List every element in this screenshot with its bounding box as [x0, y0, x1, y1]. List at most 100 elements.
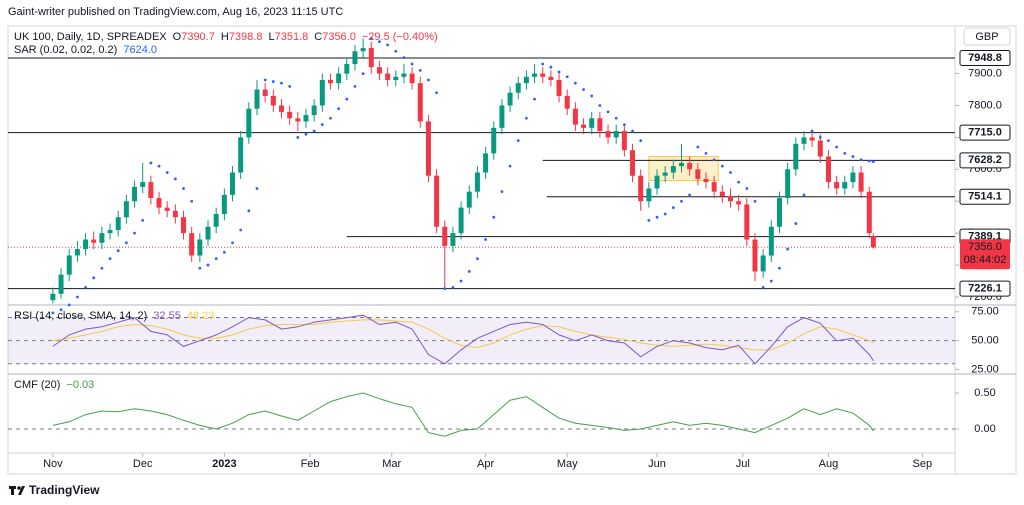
indicator-name: CMF (20) [14, 379, 60, 391]
candle-body [483, 153, 489, 173]
candle-body [548, 76, 554, 80]
legend-key: C [314, 31, 322, 43]
candle-body [58, 274, 64, 294]
sar-dot [84, 286, 87, 289]
sar-dot [394, 49, 398, 53]
candle-body [858, 172, 864, 192]
candle-body [458, 207, 464, 234]
sar-dot [427, 78, 430, 82]
sar-dot [802, 193, 806, 197]
sar-dot [222, 250, 226, 254]
candle-body [270, 95, 276, 106]
candle-body [491, 127, 497, 154]
sar-dot [549, 65, 553, 69]
sar-dot [508, 164, 512, 168]
countdown: 08:44:02 [964, 254, 1007, 266]
candle-body [515, 83, 521, 93]
candle-body [140, 182, 146, 187]
candle-body [148, 182, 154, 199]
sar-dot [631, 129, 634, 133]
level-label: 7226.1 [968, 283, 1002, 295]
x-tick-label: Dec [133, 458, 153, 470]
candle-body [115, 217, 121, 230]
sar-dot [761, 286, 765, 289]
sar-dot [182, 187, 185, 190]
candle-body [581, 124, 587, 128]
sar-dot [231, 241, 234, 245]
sar-dot [312, 129, 316, 133]
candle-body [785, 169, 791, 199]
sar-dot [671, 206, 675, 210]
legend-value: 7356.0 [322, 31, 356, 43]
sar-dot [402, 56, 406, 60]
candle-body [597, 118, 603, 132]
sar-dot [606, 110, 610, 114]
sar-dot [165, 171, 169, 174]
sar-dot [100, 266, 104, 270]
candle-body [66, 255, 72, 275]
x-tick-label: Mar [382, 458, 401, 470]
sar-dot [108, 257, 112, 261]
candle-body [687, 162, 693, 170]
candle-body [327, 79, 333, 84]
candle-body [736, 201, 742, 205]
sar-dot [533, 97, 536, 101]
sar-dot [75, 295, 79, 299]
candle-body [156, 198, 162, 208]
sar-dot [614, 116, 618, 120]
sar-dot [745, 187, 749, 190]
candle-body [776, 198, 782, 227]
candle-body [74, 249, 80, 256]
sar-dot [769, 279, 773, 283]
sar-dot [622, 123, 626, 127]
last-price-label: 7356.0 [968, 241, 1002, 253]
candle-body [50, 293, 56, 301]
candle-body [523, 76, 529, 84]
sar-dot [737, 180, 741, 184]
sar-dot [663, 212, 667, 216]
candle-body [238, 137, 244, 173]
legend-key: L [268, 31, 274, 43]
candle-body [817, 140, 823, 157]
sar-dot [214, 257, 218, 261]
candle-body [646, 188, 652, 202]
sar-dot [239, 228, 243, 232]
candle-body [107, 229, 113, 234]
sar-dot [451, 286, 455, 289]
level-label-box [959, 188, 1011, 205]
candle-body [499, 105, 505, 128]
candle-body [670, 166, 676, 173]
candle-body [589, 118, 595, 128]
indicator-value: 7624.0 [123, 44, 157, 56]
candle-body [287, 111, 293, 119]
sar-dot [598, 104, 602, 107]
candle-body [91, 239, 97, 243]
sar-dot [443, 287, 447, 291]
indicator-name: RSI (14, close, SMA, 14, 2) [14, 310, 147, 322]
sar-dot [867, 159, 871, 163]
candle-body [654, 175, 660, 189]
candle-body [572, 108, 578, 125]
candle-body [809, 137, 815, 141]
candle-body [768, 226, 774, 256]
candle-body [466, 191, 472, 208]
sar-dot [296, 136, 300, 139]
level-label-box [959, 50, 1011, 67]
candle-body [99, 233, 105, 243]
sar-dot [859, 158, 863, 162]
level-label-box [959, 152, 1011, 169]
y-tick-label: 7800.0 [968, 99, 1002, 111]
candle-body [434, 175, 440, 227]
x-tick-label: Jul [736, 458, 750, 470]
candle-body [760, 255, 766, 272]
indicator-line [52, 392, 874, 437]
candle-body [205, 226, 211, 240]
candle-body [246, 108, 252, 138]
candle-body [540, 73, 546, 77]
candle-body [719, 191, 725, 197]
sar-dot [124, 241, 128, 245]
y-tick-label: 7900.0 [968, 67, 1002, 79]
candle-body [801, 137, 807, 144]
currency-box[interactable] [963, 27, 1011, 46]
